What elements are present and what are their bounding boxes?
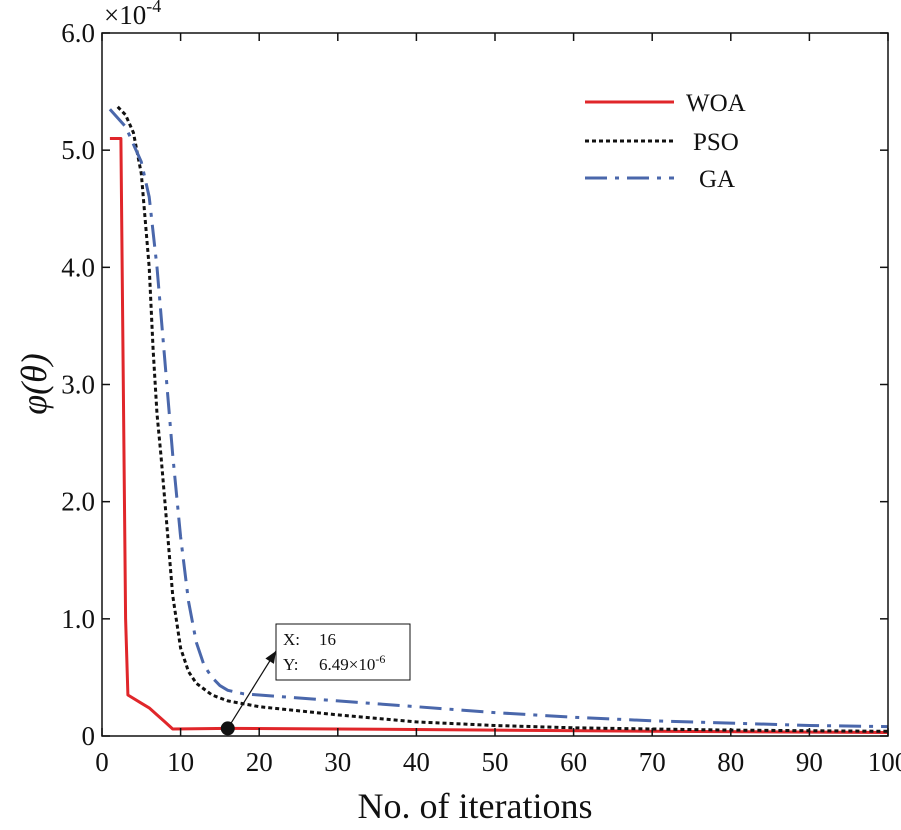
y-tick-label-5: 5.0	[61, 135, 95, 165]
series-line-woa	[109, 137, 889, 734]
y-tick-label-6: 6.0	[61, 18, 95, 48]
x-tick-label-70: 70	[639, 747, 666, 777]
datatip-arrow	[227, 650, 277, 729]
y-multiplier-base: ×10	[104, 0, 146, 30]
x-tick-label-10: 10	[167, 747, 194, 777]
x-tick-label-30: 30	[324, 747, 351, 777]
y-tick-label-3: 3.0	[61, 370, 95, 400]
x-tick-label-20: 20	[246, 747, 273, 777]
datatip: X: 16 Y: 6.49×10-6	[220, 623, 411, 736]
datatip-y-value: 6.49×10-6	[319, 652, 385, 674]
series-line-ga	[108, 108, 889, 729]
datatip-y-value-base: 6.49×10	[319, 655, 375, 674]
y-multiplier-exponent: -4	[146, 0, 161, 16]
x-tick-label-50: 50	[482, 747, 509, 777]
x-tick-label-60: 60	[560, 747, 587, 777]
datatip-y-value-exponent: -6	[375, 652, 385, 666]
plot-frame	[101, 32, 889, 737]
datatip-box	[275, 623, 411, 681]
legend-label-ga: GA	[699, 166, 735, 193]
x-axis-title: No. of iterations	[358, 786, 593, 826]
y-tick-label-4: 4.0	[61, 252, 95, 282]
datatip-x-value: 16	[319, 630, 336, 649]
datatip-x-label: X:	[283, 630, 300, 649]
x-tick-label-80: 80	[717, 747, 744, 777]
y-tick-label-2: 2.0	[61, 487, 95, 517]
x-tick-label-90: 90	[796, 747, 823, 777]
series-line-pso	[116, 105, 889, 733]
x-tick-label-0: 0	[95, 747, 109, 777]
y-axis-multiplier: ×10-4	[104, 0, 161, 30]
tick-layer: 0 10 20 30 40 50 60 70 80 90 100 0 1.0 2.0 3.0 4.0 5.0 6.…	[61, 18, 901, 777]
datatip-marker	[220, 721, 235, 736]
datatip-y-label: Y:	[283, 655, 298, 674]
legend-label-woa: WOA	[686, 90, 746, 117]
y-axis-title: φ(θ)	[14, 353, 54, 415]
legend-label-pso: PSO	[693, 129, 739, 156]
legend: WOA PSO GA	[585, 90, 746, 193]
x-tick-label-100: 100	[868, 747, 901, 777]
y-tick-label-0: 0	[82, 721, 96, 751]
x-tick-label-40: 40	[403, 747, 430, 777]
y-tick-label-1: 1.0	[61, 604, 95, 634]
datatip-arrowhead	[265, 651, 276, 664]
series-layer	[108, 105, 889, 734]
